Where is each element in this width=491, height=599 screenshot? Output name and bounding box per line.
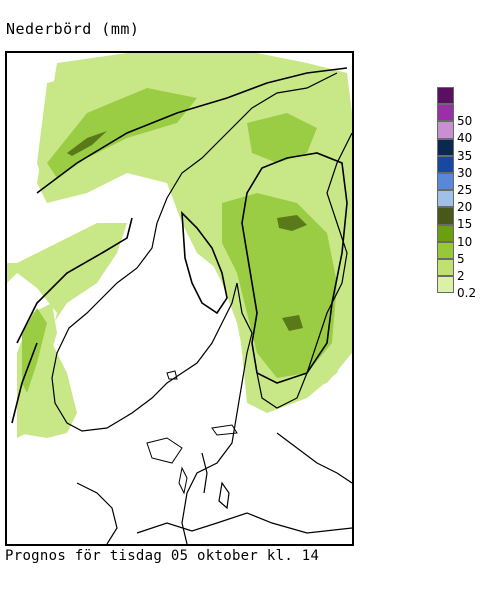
lake-vanern (146, 437, 183, 464)
legend-swatch (437, 190, 454, 208)
legend-swatch (437, 104, 454, 122)
precip-area-dark-east (277, 215, 307, 231)
legend-tick-label: 2 (457, 269, 465, 283)
precip-area-dark-south (282, 315, 303, 331)
legend-tick-label: 15 (457, 217, 473, 232)
contour-east (241, 152, 348, 384)
precipitation-map (5, 51, 354, 546)
contour-west-lower (11, 342, 38, 424)
lakes (146, 370, 238, 495)
legend-tick-label: 50 (457, 114, 473, 129)
legend-tick-label: 30 (457, 165, 473, 180)
legend-swatch (437, 87, 454, 105)
coastline-germany (136, 512, 352, 534)
lake-siljan (166, 370, 178, 380)
map-svg (7, 53, 352, 544)
precip-area-mid-north (247, 113, 317, 163)
legend-swatch (437, 224, 454, 242)
legend-swatch (437, 121, 454, 139)
forecast-caption: Prognos för tisdag 05 oktober kl. 14 (5, 548, 320, 564)
legend-tick-label: 35 (457, 148, 473, 163)
coastline-sweden (181, 282, 253, 544)
precip-area-mid-sea (47, 88, 197, 178)
legend-tick-label: 25 (457, 183, 473, 197)
coastlines (51, 72, 352, 544)
legend-tick-label: 0.2 (457, 286, 477, 301)
legend-swatch (437, 207, 454, 225)
lake-vattern (178, 466, 188, 495)
map-title: Nederbörd (mm) (6, 20, 140, 38)
legend-tick-label: 5 (457, 251, 465, 266)
legend-swatch (437, 172, 454, 191)
contour-west (16, 217, 133, 344)
coastline-norway (51, 72, 338, 432)
legend-swatch (437, 138, 454, 156)
coastline-baltic (276, 432, 352, 484)
contour-central (181, 210, 228, 315)
legend-swatch (437, 258, 454, 277)
legend-tick-label: 40 (457, 131, 473, 146)
precipitation-legend (437, 87, 454, 294)
legend-swatch (437, 155, 454, 173)
coastline-finland (256, 132, 352, 409)
legend-swatch (437, 276, 454, 294)
contours (11, 67, 348, 424)
lake-malaren (211, 424, 238, 436)
coastline-oland (201, 452, 208, 494)
legend-tick-label: 20 (457, 200, 473, 215)
contour-north-sea (36, 67, 348, 194)
legend-swatch (437, 241, 454, 259)
precip-area-mid-east (222, 193, 337, 378)
legend-tick-label: 10 (457, 234, 473, 249)
coastline-denmark (76, 482, 118, 544)
coastline-gotland (218, 481, 230, 510)
precip-area-dark-sea (67, 131, 107, 156)
